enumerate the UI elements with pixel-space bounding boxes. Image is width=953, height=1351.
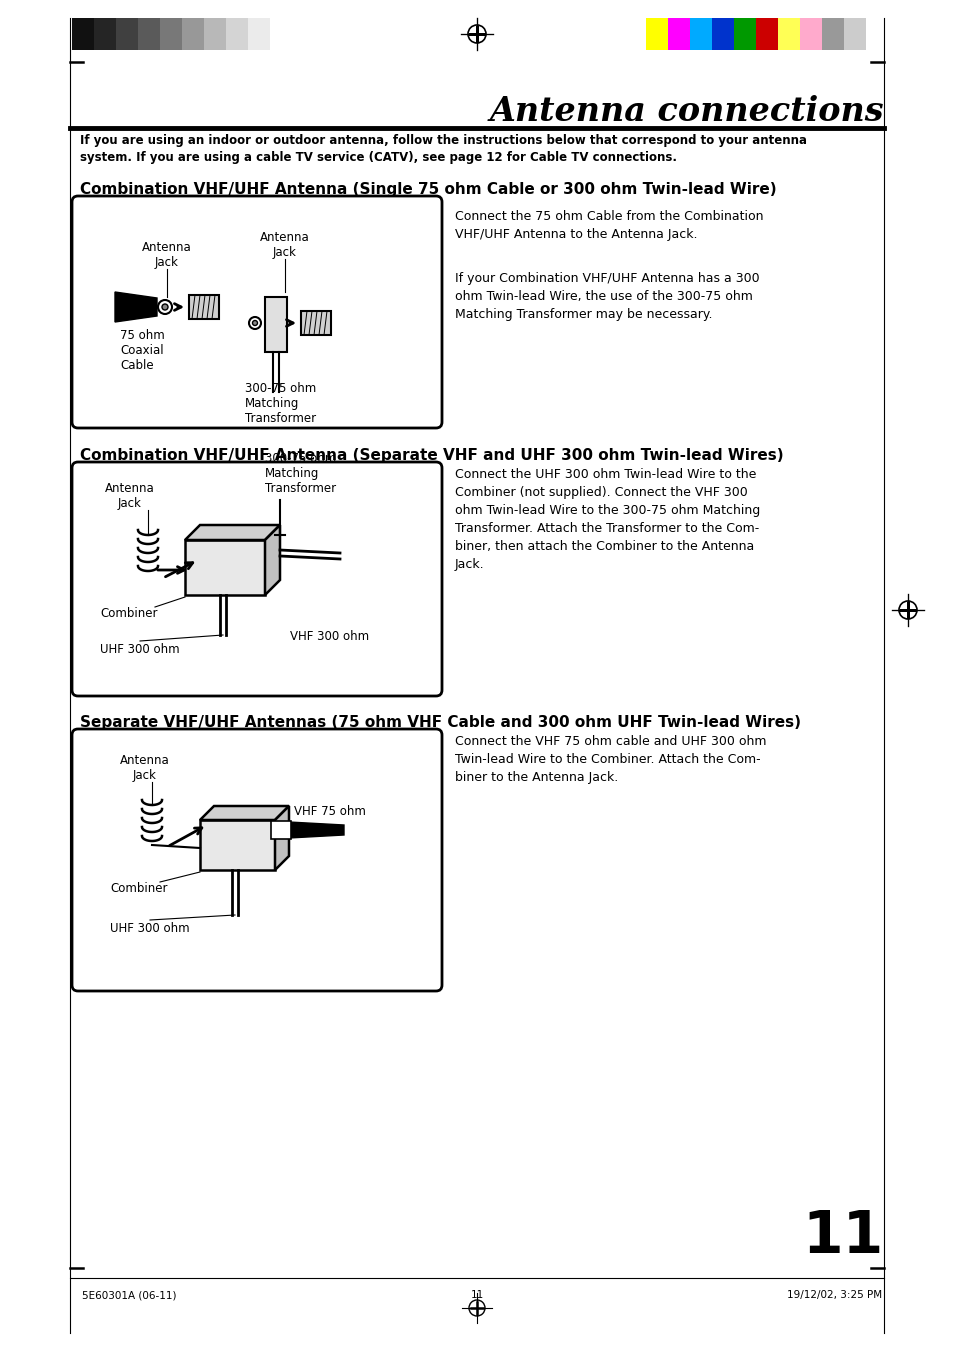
Bar xyxy=(301,311,331,335)
FancyBboxPatch shape xyxy=(71,730,441,992)
Bar xyxy=(204,18,226,50)
Text: 11: 11 xyxy=(801,1208,883,1265)
Text: Antenna
Jack: Antenna Jack xyxy=(105,482,154,509)
Polygon shape xyxy=(274,807,289,870)
Bar xyxy=(226,18,248,50)
Bar xyxy=(185,540,265,594)
Bar xyxy=(94,18,116,50)
Bar xyxy=(265,297,287,353)
Text: Connect the VHF 75 ohm cable and UHF 300 ohm
Twin-lead Wire to the Combiner. Att: Connect the VHF 75 ohm cable and UHF 300… xyxy=(455,735,765,784)
FancyBboxPatch shape xyxy=(71,462,441,696)
Text: Combiner: Combiner xyxy=(110,882,168,894)
Bar xyxy=(116,18,138,50)
Text: 11: 11 xyxy=(470,1290,483,1300)
Polygon shape xyxy=(115,292,157,322)
Text: 300-75 ohm
Matching
Transformer: 300-75 ohm Matching Transformer xyxy=(245,382,315,426)
Text: 75 ohm
Coaxial
Cable: 75 ohm Coaxial Cable xyxy=(120,330,165,372)
Text: Antenna
Jack: Antenna Jack xyxy=(142,240,192,269)
Text: UHF 300 ohm: UHF 300 ohm xyxy=(100,643,179,657)
Text: Separate VHF/UHF Antennas (75 ohm VHF Cable and 300 ohm UHF Twin-lead Wires): Separate VHF/UHF Antennas (75 ohm VHF Ca… xyxy=(80,715,801,730)
Bar xyxy=(821,18,843,50)
Bar xyxy=(800,18,821,50)
Polygon shape xyxy=(265,526,280,594)
Polygon shape xyxy=(185,526,280,540)
Bar xyxy=(733,18,755,50)
Circle shape xyxy=(249,317,261,330)
Bar xyxy=(843,18,865,50)
Bar xyxy=(778,18,800,50)
Bar xyxy=(71,18,94,50)
Bar xyxy=(689,18,711,50)
Text: Antenna connections: Antenna connections xyxy=(489,95,883,128)
Bar xyxy=(271,821,291,839)
Bar xyxy=(182,18,204,50)
Bar xyxy=(189,295,219,319)
Text: 19/12/02, 3:25 PM: 19/12/02, 3:25 PM xyxy=(786,1290,882,1300)
Text: Combination VHF/UHF Antenna (Separate VHF and UHF 300 ohm Twin-lead Wires): Combination VHF/UHF Antenna (Separate VH… xyxy=(80,449,782,463)
Polygon shape xyxy=(289,821,344,838)
Bar xyxy=(270,18,292,50)
Bar xyxy=(248,18,270,50)
Text: Antenna
Jack: Antenna Jack xyxy=(120,754,170,782)
Bar xyxy=(138,18,160,50)
Text: Connect the 75 ohm Cable from the Combination
VHF/UHF Antenna to the Antenna Jac: Connect the 75 ohm Cable from the Combin… xyxy=(455,209,762,240)
Bar xyxy=(645,18,667,50)
Bar xyxy=(755,18,778,50)
Polygon shape xyxy=(200,807,289,820)
Bar xyxy=(667,18,689,50)
Text: VHF 300 ohm: VHF 300 ohm xyxy=(290,630,369,643)
Text: 300-75 ohm
Matching
Transformer: 300-75 ohm Matching Transformer xyxy=(265,453,335,494)
FancyBboxPatch shape xyxy=(71,196,441,428)
Text: Antenna
Jack: Antenna Jack xyxy=(260,231,310,259)
Bar xyxy=(711,18,733,50)
Text: Combination VHF/UHF Antenna (Single 75 ohm Cable or 300 ohm Twin-lead Wire): Combination VHF/UHF Antenna (Single 75 o… xyxy=(80,182,776,197)
Bar xyxy=(200,820,274,870)
Text: Connect the UHF 300 ohm Twin-lead Wire to the
Combiner (not supplied). Connect t: Connect the UHF 300 ohm Twin-lead Wire t… xyxy=(455,467,760,571)
Circle shape xyxy=(253,320,257,326)
Text: UHF 300 ohm: UHF 300 ohm xyxy=(110,921,190,935)
Text: Combiner: Combiner xyxy=(100,607,157,620)
Text: VHF 75 ohm: VHF 75 ohm xyxy=(294,805,366,817)
Text: If you are using an indoor or outdoor antenna, follow the instructions below tha: If you are using an indoor or outdoor an… xyxy=(80,134,806,165)
Text: 5E60301A (06-11): 5E60301A (06-11) xyxy=(82,1290,176,1300)
Circle shape xyxy=(162,304,168,309)
Circle shape xyxy=(158,300,172,313)
Text: If your Combination VHF/UHF Antenna has a 300
ohm Twin-lead Wire, the use of the: If your Combination VHF/UHF Antenna has … xyxy=(455,272,759,322)
Bar xyxy=(160,18,182,50)
